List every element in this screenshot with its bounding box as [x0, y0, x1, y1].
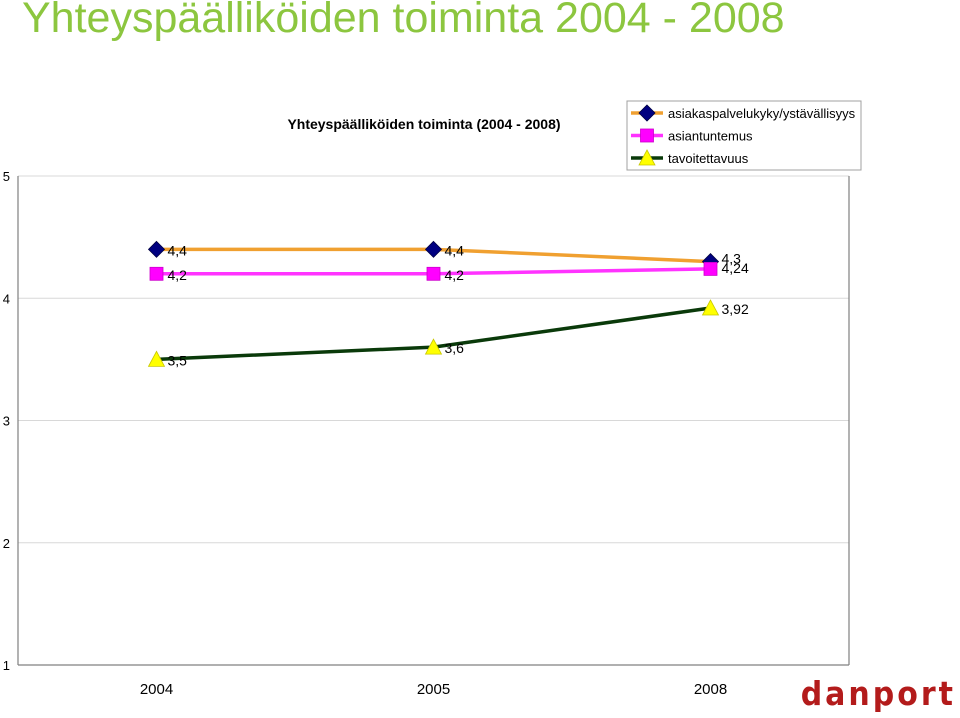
legend-item-1: asiakaspalvelukyky/ystävällisyys: [631, 104, 856, 122]
y-tick-label: 1: [3, 658, 10, 673]
legend-label: tavoitettavuus: [668, 151, 749, 166]
slide-title: Yhteyspäälliköiden toiminta 2004 - 2008: [22, 0, 785, 42]
series-3: 3,5 3,6 3,92: [147, 299, 749, 368]
x-tick-label: 2004: [140, 681, 173, 698]
danport-logo: danport: [800, 675, 956, 715]
legend-item-3: tavoitettavuus: [631, 149, 749, 166]
y-tick-label: 5: [3, 169, 10, 184]
data-point: [147, 240, 166, 258]
data-label: 3,6: [445, 340, 465, 356]
data-point: [701, 299, 720, 316]
legend-box: [626, 100, 862, 171]
data-label: 4,24: [722, 260, 749, 276]
data-point: [424, 240, 443, 258]
data-point: [147, 350, 166, 367]
data-label: 4,2: [168, 267, 188, 283]
data-label: 4,2: [445, 267, 465, 283]
y-tick-label: 3: [3, 414, 10, 429]
x-tick-label: 2008: [694, 681, 727, 698]
legend-marker: [638, 104, 656, 122]
legend-marker: [638, 149, 656, 166]
y-tick-label: 4: [3, 291, 10, 306]
chart-title: Yhteyspäälliköiden toiminta (2004 - 2008…: [287, 116, 560, 132]
data-label: 4,4: [445, 242, 465, 258]
legend-marker: [640, 128, 654, 143]
series-2: 4,2 4,2 4,24: [149, 260, 749, 283]
data-point: [149, 266, 164, 281]
axes: 1 2 3 4 5 2004 2005 2008: [3, 169, 850, 698]
data-label: 4,4: [168, 242, 188, 258]
data-label: 3,92: [722, 301, 749, 317]
data-point: [426, 266, 441, 281]
legend-label: asiantuntemus: [668, 129, 753, 144]
data-label: 4,3: [722, 251, 742, 267]
legend-label: asiakaspalvelukyky/ystävällisyys: [668, 106, 856, 121]
data-point: [424, 338, 443, 355]
series-1: 4,4 4,4 4,3: [147, 240, 742, 271]
legend-item-2: asiantuntemus: [631, 129, 753, 144]
data-point: [703, 262, 718, 276]
series-group: 4,4 4,4 4,3 4,2 4,2 4,24 3,5 3,6 3,92: [147, 240, 749, 368]
y-tick-label: 2: [3, 536, 10, 551]
legend: asiakaspalvelukyky/ystävällisyys asiantun…: [626, 100, 862, 171]
data-label: 3,5: [168, 352, 188, 368]
x-tick-label: 2005: [417, 681, 450, 698]
